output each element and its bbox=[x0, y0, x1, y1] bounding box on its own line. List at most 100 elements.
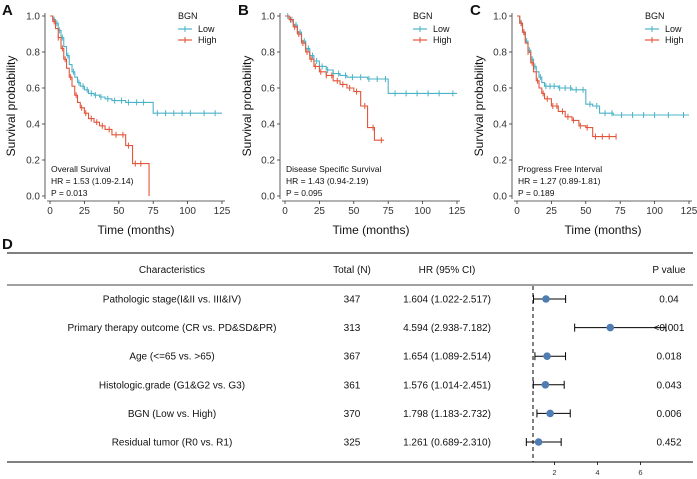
x-tick-label: 25 bbox=[79, 206, 91, 217]
forest-x-tick-label: 6 bbox=[638, 468, 642, 477]
km-annotation: HR = 1.27 (0.89-1.81) bbox=[518, 176, 601, 186]
y-tick-label: 0.2 bbox=[261, 156, 275, 167]
characteristic-cell: BGN (Low vs. High) bbox=[128, 409, 216, 420]
p-value-cell: 0.04 bbox=[659, 295, 679, 306]
legend-entry-high: High bbox=[433, 35, 452, 45]
km-annotation: P = 0.189 bbox=[518, 188, 555, 198]
column-header: HR (95% CI) bbox=[419, 265, 476, 276]
km-annotation: Disease Specific Survival bbox=[286, 164, 382, 174]
forest-row: Pathologic stage(I&II vs. III&IV) 347 1.60… bbox=[103, 295, 679, 306]
y-tick-label: 0.6 bbox=[493, 84, 507, 95]
km-curve-high bbox=[285, 15, 385, 141]
y-tick-label: 0.6 bbox=[26, 84, 40, 95]
hr-cell: 1.798 (1.183-2.732) bbox=[403, 409, 491, 420]
km-annotation: HR = 1.43 (0.94-2.19) bbox=[286, 176, 369, 186]
km-curve-high bbox=[50, 15, 150, 196]
legend-entry-low: Low bbox=[665, 24, 682, 34]
legend-entry-low: Low bbox=[198, 24, 215, 34]
y-tick-label: 0.0 bbox=[493, 192, 507, 203]
km-annotation: Overall Survival bbox=[51, 164, 111, 174]
forest-row: BGN (Low vs. High) 370 1.798 (1.183-2.732)… bbox=[128, 409, 682, 420]
x-tick-label: 25 bbox=[314, 206, 326, 217]
y-tick-label: 0.2 bbox=[493, 156, 507, 167]
forest-x-tick-label: 4 bbox=[595, 468, 599, 477]
y-axis-label: Survival probability bbox=[472, 56, 486, 157]
column-header: Characteristics bbox=[139, 265, 205, 276]
p-value-cell: <0.001 bbox=[654, 323, 685, 334]
legend-title: BGN bbox=[413, 11, 433, 21]
column-header: Total (N) bbox=[333, 265, 371, 276]
x-tick-label: 125 bbox=[214, 206, 231, 217]
hr-point bbox=[541, 381, 550, 389]
forest-row: Residual tumor (R0 vs. R1) 325 1.261 (0.68… bbox=[112, 438, 682, 449]
p-value-cell: 0.452 bbox=[656, 438, 681, 449]
panel-label: C bbox=[470, 2, 481, 19]
y-tick-label: 1.0 bbox=[493, 12, 507, 23]
x-axis-label: Time (months) bbox=[98, 223, 175, 237]
hr-cell: 1.654 (1.089-2.514) bbox=[403, 352, 491, 363]
hr-cell: 1.261 (0.689-2.310) bbox=[403, 438, 491, 449]
p-value-cell: 0.018 bbox=[656, 352, 681, 363]
km-annotation: P = 0.013 bbox=[51, 188, 88, 198]
total-cell: 325 bbox=[344, 438, 361, 449]
legend-title: BGN bbox=[178, 11, 198, 21]
p-value-cell: 0.043 bbox=[656, 380, 681, 391]
hr-point bbox=[542, 295, 550, 303]
x-tick-label: 100 bbox=[414, 206, 431, 217]
km-panel-a: A 0.0 0.2 0.4 0.6 0.8 1.0 0 25 50 75 100 125 Time (mo… bbox=[2, 2, 231, 237]
y-tick-label: 0.8 bbox=[261, 48, 275, 59]
characteristic-cell: Pathologic stage(I&II vs. III&IV) bbox=[103, 295, 241, 306]
y-tick-label: 1.0 bbox=[26, 12, 40, 23]
y-tick-label: 0.0 bbox=[26, 192, 40, 203]
characteristic-cell: Primary therapy outcome (CR vs. PD&SD&PR… bbox=[68, 323, 277, 334]
forest-panel: D Characteristics Total (N) HR (95% CI) P va… bbox=[2, 236, 693, 477]
x-axis-label: Time (months) bbox=[333, 223, 410, 237]
x-tick-label: 50 bbox=[580, 206, 592, 217]
total-cell: 361 bbox=[344, 380, 361, 391]
hr-cell: 4.594 (2.938-7.182) bbox=[403, 323, 491, 334]
km-annotation: HR = 1.53 (1.09-2.14) bbox=[51, 176, 134, 186]
total-cell: 370 bbox=[344, 409, 361, 420]
total-cell: 347 bbox=[344, 295, 361, 306]
forest-x-tick-label: 2 bbox=[552, 468, 556, 477]
legend-entry-low: Low bbox=[433, 24, 450, 34]
km-curve-low bbox=[50, 15, 222, 114]
x-tick-label: 0 bbox=[282, 206, 288, 217]
x-tick-label: 75 bbox=[383, 206, 395, 217]
y-axis-label: Survival probability bbox=[240, 56, 254, 157]
x-tick-label: 50 bbox=[113, 206, 125, 217]
legend-entry-high: High bbox=[198, 35, 217, 45]
x-tick-label: 0 bbox=[47, 206, 53, 217]
panel-label: A bbox=[2, 2, 13, 19]
hr-point bbox=[546, 409, 554, 418]
km-curve-high bbox=[517, 15, 617, 138]
y-tick-label: 0.8 bbox=[26, 48, 40, 59]
hr-point bbox=[543, 352, 551, 361]
forest-row: Histologic.grade (G1&G2 vs. G3) 361 1.576 … bbox=[99, 380, 682, 391]
characteristic-cell: Residual tumor (R0 vs. R1) bbox=[112, 438, 233, 449]
x-tick-label: 25 bbox=[546, 206, 558, 217]
x-tick-label: 125 bbox=[449, 206, 466, 217]
total-cell: 367 bbox=[344, 352, 361, 363]
km-panel-c: C 0.0 0.2 0.4 0.6 0.8 1.0 0 25 50 75 100 125 Time (mo… bbox=[470, 2, 697, 237]
x-tick-label: 100 bbox=[179, 206, 196, 217]
y-tick-label: 0.4 bbox=[26, 120, 40, 131]
forest-row: Primary therapy outcome (CR vs. PD&SD&PR… bbox=[68, 323, 685, 334]
km-annotation: P = 0.095 bbox=[286, 188, 323, 198]
y-tick-label: 0.8 bbox=[493, 48, 507, 59]
x-axis-label: Time (months) bbox=[565, 223, 642, 237]
y-tick-label: 0.4 bbox=[493, 120, 507, 131]
km-curve-low bbox=[517, 15, 689, 116]
x-tick-label: 100 bbox=[646, 206, 663, 217]
x-tick-label: 0 bbox=[514, 206, 520, 217]
y-axis-label: Survival probability bbox=[4, 56, 18, 157]
p-value-cell: 0.006 bbox=[656, 409, 681, 420]
panel-label: B bbox=[238, 2, 249, 19]
total-cell: 313 bbox=[344, 323, 361, 334]
forest-row: Age (<=65 vs. >65) 367 1.654 (1.089-2.514)… bbox=[129, 352, 682, 363]
hr-cell: 1.604 (1.022-2.517) bbox=[403, 295, 491, 306]
y-tick-label: 0.0 bbox=[261, 192, 275, 203]
km-panel-b: B 0.0 0.2 0.4 0.6 0.8 1.0 0 25 50 75 100 125 Time (mo… bbox=[238, 2, 466, 237]
km-annotation: Progress Free Interval bbox=[518, 164, 602, 174]
